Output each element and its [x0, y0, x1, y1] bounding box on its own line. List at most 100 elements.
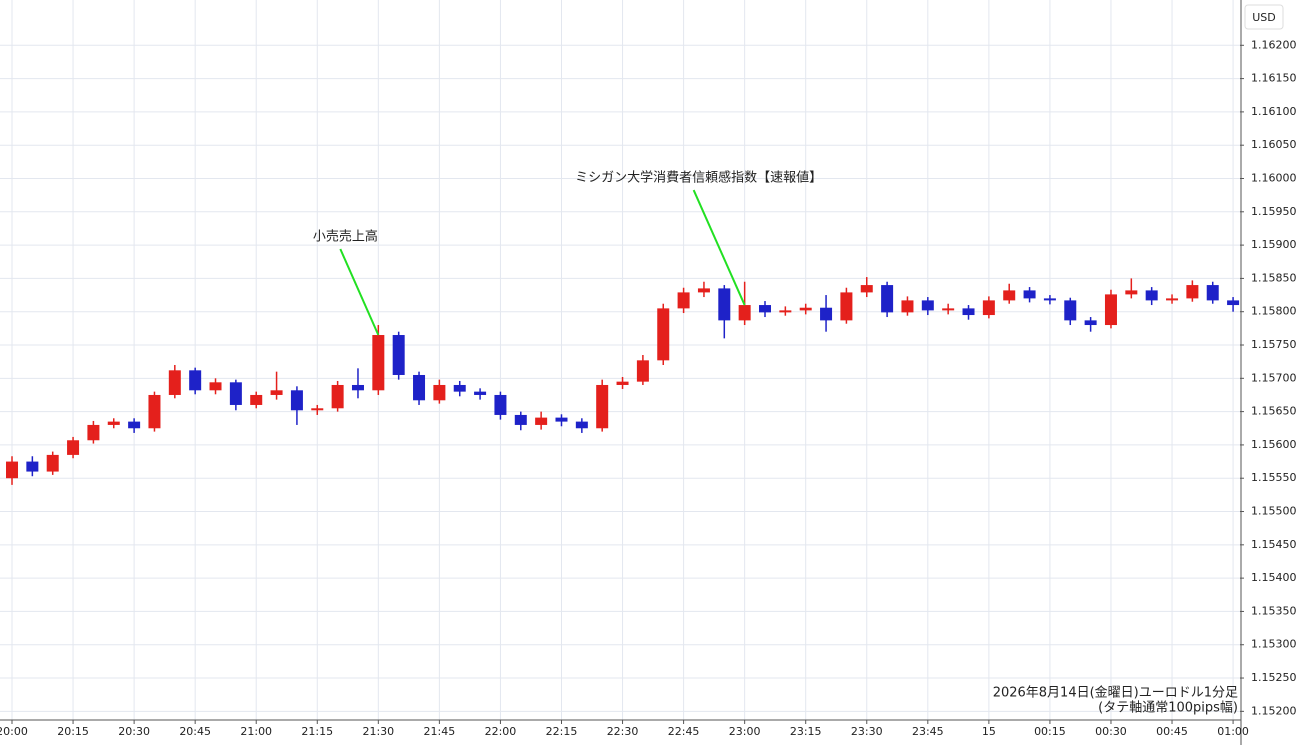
candle-body	[1125, 290, 1138, 295]
candle-body	[677, 292, 690, 309]
candle-body	[1003, 290, 1016, 301]
candle-body	[982, 300, 995, 316]
candle-body	[250, 394, 263, 405]
y-tick-label: 1.15750	[1251, 338, 1297, 351]
candle-body	[555, 417, 568, 422]
x-tick-label: 00:30	[1095, 725, 1127, 738]
candle-body	[636, 360, 649, 382]
y-tick-label: 1.15250	[1251, 671, 1297, 684]
candle-body	[6, 461, 19, 479]
candle-body	[351, 384, 364, 391]
candle-body	[921, 300, 934, 311]
candle-body	[26, 461, 39, 472]
y-tick-label: 1.15450	[1251, 538, 1297, 551]
candle-body	[1084, 320, 1097, 326]
candle-body	[87, 424, 100, 441]
y-tick-label: 1.15300	[1251, 638, 1297, 651]
currency-label: USD	[1252, 11, 1276, 24]
footnote: (タテ軸通常100pips幅)	[1098, 701, 1238, 716]
y-tick-label: 1.15900	[1251, 238, 1297, 251]
candle-body	[311, 408, 324, 411]
candle-body	[575, 421, 588, 429]
candle-body	[657, 308, 670, 361]
y-tick-label: 1.15950	[1251, 205, 1297, 218]
y-tick-label: 1.15550	[1251, 471, 1297, 484]
candle-body	[453, 384, 466, 392]
y-tick-label: 1.16150	[1251, 72, 1297, 85]
x-tick-label: 00:15	[1034, 725, 1066, 738]
x-tick-label: 15	[982, 725, 996, 738]
x-tick-label: 01:00	[1217, 725, 1249, 738]
candle-body	[779, 310, 792, 313]
candle-body	[1064, 300, 1077, 321]
candle-body	[616, 381, 629, 385]
y-tick-label: 1.16050	[1251, 138, 1297, 151]
candle-body	[1145, 290, 1158, 301]
candle-body	[413, 374, 426, 401]
x-tick-label: 23:00	[729, 725, 761, 738]
currency-box	[1244, 4, 1284, 30]
candle-body	[697, 288, 710, 293]
y-tick-label: 1.15800	[1251, 305, 1297, 318]
x-tick-label: 22:00	[485, 725, 517, 738]
candle-body	[148, 394, 161, 429]
x-tick-label: 20:45	[179, 725, 211, 738]
candle-body	[1104, 294, 1117, 326]
candle-body	[209, 382, 222, 391]
x-tick-label: 20:30	[118, 725, 150, 738]
candle-body	[799, 307, 812, 311]
annotation-leader	[339, 248, 380, 336]
candle-body	[372, 335, 385, 391]
candle-body	[942, 308, 955, 311]
candle-body	[1023, 290, 1036, 299]
x-tick-label: 21:45	[424, 725, 456, 738]
candle-body	[820, 307, 833, 321]
x-tick-label: 23:15	[790, 725, 822, 738]
candle-body	[1186, 285, 1199, 299]
x-tick-label: 21:30	[362, 725, 394, 738]
candle-body	[535, 417, 548, 425]
candle-body	[229, 382, 242, 405]
y-tick-label: 1.16100	[1251, 105, 1297, 118]
annotation-label: ミシガン大学消費者信頼感指数【速報値】	[575, 170, 822, 186]
candle-body	[1166, 298, 1179, 301]
x-tick-label: 22:15	[546, 725, 578, 738]
candle-body	[901, 300, 914, 313]
x-tick-label: 21:00	[240, 725, 272, 738]
candle-body	[189, 370, 202, 391]
y-tick-label: 1.15400	[1251, 571, 1297, 584]
x-tick-label: 22:45	[668, 725, 700, 738]
x-tick-label: 23:45	[912, 725, 944, 738]
candle-body	[962, 308, 975, 316]
candle-body	[759, 305, 772, 313]
candle-body	[290, 390, 303, 411]
y-tick-label: 1.15850	[1251, 271, 1297, 284]
x-tick-label: 00:45	[1156, 725, 1188, 738]
candle-body	[860, 285, 873, 293]
candle-body	[331, 384, 344, 409]
y-tick-label: 1.15600	[1251, 438, 1297, 451]
plot-area	[0, 0, 1240, 720]
candle-body	[881, 285, 894, 313]
candle-body	[392, 335, 405, 375]
footnote: 2026年8月14日(金曜日)ユーロドル1分足	[993, 685, 1238, 701]
x-tick-label: 20:00	[0, 725, 28, 738]
candle-body	[1043, 298, 1056, 301]
candle-body	[494, 394, 507, 415]
candle-body	[474, 391, 487, 395]
candle-body	[128, 421, 141, 429]
candle-body	[168, 370, 181, 395]
annotation-leader	[692, 189, 746, 306]
x-tick-label: 21:15	[301, 725, 333, 738]
y-tick-label: 1.15650	[1251, 405, 1297, 418]
x-tick-label: 20:15	[57, 725, 89, 738]
y-tick-label: 1.15350	[1251, 604, 1297, 617]
candle-body	[514, 414, 527, 425]
candle-body	[738, 305, 751, 321]
candle-body	[46, 454, 59, 472]
candle-body	[1206, 285, 1219, 301]
candle-body	[840, 292, 853, 321]
y-tick-label: 1.15500	[1251, 505, 1297, 518]
